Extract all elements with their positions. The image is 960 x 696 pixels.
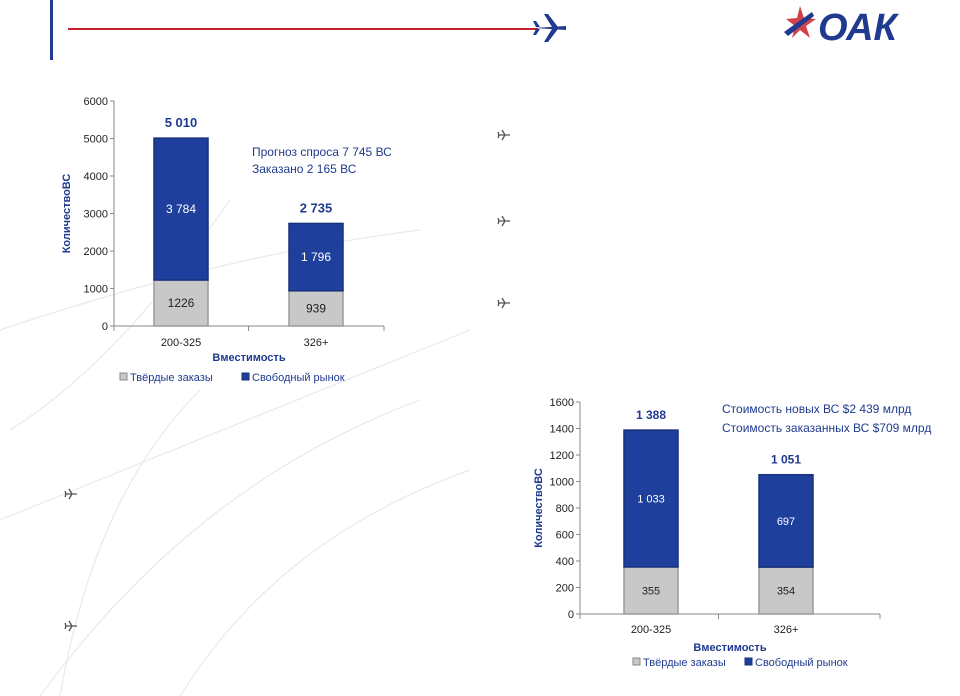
x-axis-title: Вместимость (212, 352, 285, 364)
header-vertical-bar (50, 0, 53, 60)
logo-text: ОАК (818, 7, 900, 48)
bar-value-label: 3 784 (166, 202, 196, 216)
header-red-line (68, 28, 538, 30)
airplane-icon (533, 14, 566, 42)
bar-value-label: 355 (642, 585, 660, 597)
y-tick-label: 5000 (84, 134, 108, 146)
legend-label: Твёрдые заказы (643, 657, 726, 669)
bar-segment-firm-orders (623, 566, 679, 615)
y-tick-label: 1200 (550, 450, 574, 462)
y-tick-label: 800 (556, 503, 574, 515)
bar-total-label: 2 735 (300, 200, 333, 215)
x-tick-label: 326+ (304, 337, 329, 349)
y-tick-label: 1600 (550, 397, 574, 409)
chart-annotation: Заказано 2 165 ВС (252, 162, 357, 176)
bar-value-label: 939 (306, 301, 326, 315)
chart-annotation: Стоимость новых ВС $2 439 млрд (722, 402, 911, 416)
y-tick-label: 0 (102, 321, 108, 333)
small-airplane-icon (64, 620, 77, 632)
bar-segment-free-market (288, 222, 344, 292)
bar-segment-free-market (758, 473, 814, 568)
legend-swatch-firm-orders (119, 372, 128, 381)
legend-swatch-free-market (241, 372, 250, 381)
y-tick-label: 6000 (84, 96, 108, 108)
chart-annotation: Стоимость заказанных ВС $709 млрд (722, 421, 931, 435)
bar-segment-free-market (153, 137, 209, 281)
y-tick-label: 1000 (550, 477, 574, 489)
bar-value-label: 1 796 (301, 250, 331, 264)
x-tick-label: 326+ (774, 624, 799, 636)
bar-value-label: 1 033 (637, 494, 665, 506)
small-airplane-icon (64, 488, 77, 500)
bar-value-label: 354 (777, 586, 795, 598)
x-tick-label: 200-325 (631, 624, 671, 636)
bar-total-label: 1 051 (771, 453, 801, 467)
star-plane-icon (784, 6, 816, 38)
legend-label: Свободный рынок (252, 372, 345, 384)
legend-label: Твёрдые заказы (130, 372, 213, 384)
legend-swatch-free-market (744, 657, 753, 666)
y-tick-label: 400 (556, 556, 574, 568)
y-axis-title: КоличествоВС (533, 468, 545, 548)
chart-annotation: Прогноз спроса 7 745 ВС (252, 145, 392, 159)
bar-value-label: 1226 (168, 296, 195, 310)
y-tick-label: 200 (556, 583, 574, 595)
y-tick-label: 0 (568, 609, 574, 621)
small-airplane-icon (497, 297, 510, 309)
y-tick-label: 3000 (84, 209, 108, 221)
bar-total-label: 1 388 (636, 408, 666, 422)
x-tick-label: 200-325 (161, 337, 201, 349)
y-tick-label: 2000 (84, 246, 108, 258)
y-tick-label: 4000 (84, 171, 108, 183)
y-tick-label: 600 (556, 530, 574, 542)
y-axis-title: КоличествоВС (61, 174, 73, 254)
bar-total-label: 5 010 (165, 115, 198, 130)
y-tick-label: 1400 (550, 424, 574, 436)
x-axis-title: Вместимость (693, 642, 766, 654)
bar-segment-firm-orders (153, 279, 209, 327)
bar-value-label: 697 (777, 516, 795, 528)
small-airplane-icon (497, 129, 510, 141)
legend-swatch-firm-orders (632, 657, 641, 666)
y-tick-label: 1000 (84, 284, 108, 296)
bar-segment-firm-orders (288, 290, 344, 327)
bar-segment-firm-orders (758, 566, 814, 615)
legend-label: Свободный рынок (755, 657, 848, 669)
small-airplane-icon (497, 215, 510, 227)
bar-segment-free-market (623, 429, 679, 568)
oak-logo: ОАК (784, 6, 900, 48)
